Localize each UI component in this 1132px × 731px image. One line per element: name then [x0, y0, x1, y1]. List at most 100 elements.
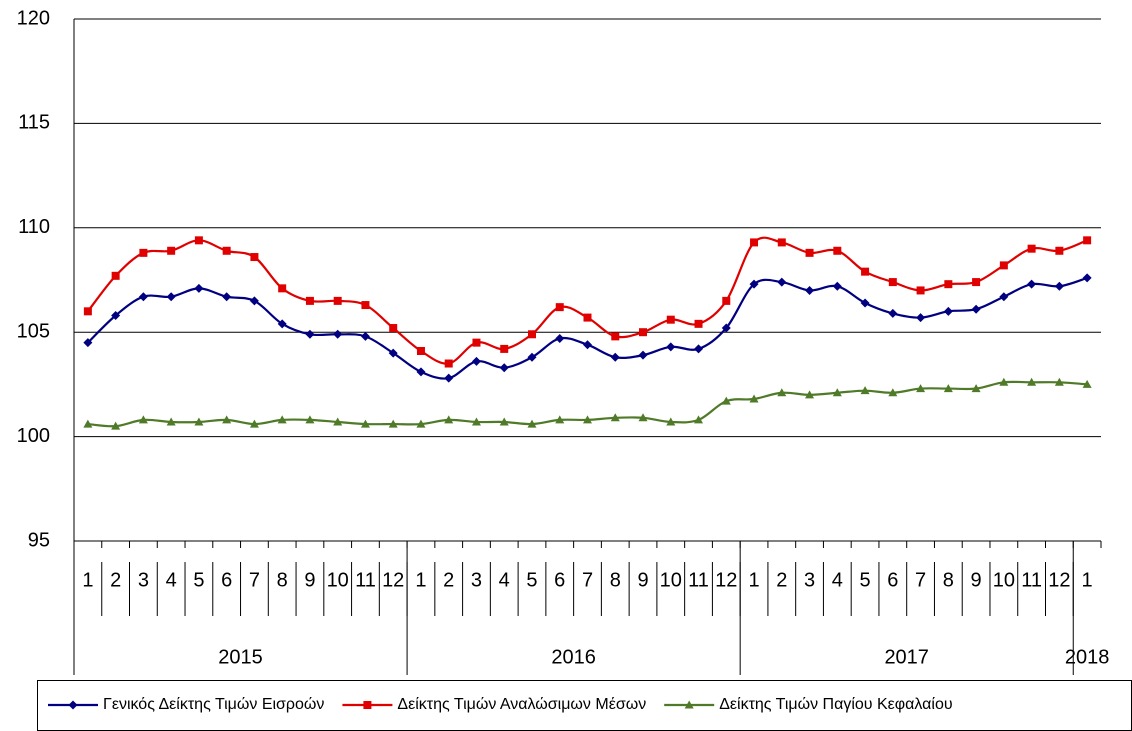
- marker: [166, 292, 176, 302]
- marker: [999, 261, 1008, 270]
- marker: [943, 384, 953, 393]
- marker: [249, 296, 259, 306]
- month-label: 11: [355, 569, 376, 591]
- marker: [611, 332, 620, 341]
- marker: [610, 352, 620, 362]
- month-label: 10: [660, 569, 682, 591]
- marker: [943, 306, 953, 316]
- month-label: 1: [82, 569, 93, 591]
- marker: [666, 342, 676, 352]
- month-label: 9: [971, 569, 982, 591]
- month-label: 4: [499, 569, 510, 591]
- marker: [666, 315, 675, 324]
- marker: [721, 396, 731, 405]
- marker: [111, 310, 121, 320]
- month-label: 12: [715, 569, 737, 591]
- marker: [333, 296, 342, 305]
- marker: [363, 701, 372, 709]
- month-label: 2: [443, 569, 454, 591]
- marker: [1082, 379, 1092, 388]
- marker: [360, 419, 370, 428]
- marker: [860, 386, 870, 395]
- marker: [277, 319, 287, 329]
- marker: [444, 359, 453, 368]
- marker: [83, 307, 92, 316]
- legend-label: Δείκτης Τιμών Παγίου Κεφαλαίου: [719, 696, 952, 713]
- month-label: 12: [382, 569, 404, 591]
- month-label: 6: [887, 569, 898, 591]
- legend-label: Γενικός Δείκτης Τιμών Εισροών: [103, 696, 324, 713]
- marker: [388, 348, 398, 358]
- marker: [194, 417, 204, 426]
- marker: [167, 246, 176, 255]
- marker: [888, 308, 898, 318]
- marker: [832, 281, 842, 291]
- marker: [360, 331, 370, 341]
- y-tick-label: 115: [18, 112, 50, 134]
- marker: [944, 280, 953, 289]
- marker: [527, 419, 537, 428]
- legend: Γενικός Δείκτης Τιμών Εισροών Δείκτης Τιμ…: [37, 680, 1132, 731]
- marker: [694, 415, 704, 424]
- marker: [389, 324, 398, 333]
- marker: [749, 279, 759, 289]
- marker: [416, 419, 426, 428]
- marker: [1027, 279, 1037, 289]
- marker: [222, 292, 232, 302]
- month-label: 2: [110, 569, 121, 591]
- marker: [1054, 281, 1064, 291]
- month-label: 8: [277, 569, 288, 591]
- marker: [305, 415, 315, 424]
- marker: [722, 296, 731, 305]
- marker: [971, 384, 981, 393]
- marker: [638, 413, 648, 422]
- y-tick-label: 120: [17, 7, 50, 29]
- marker: [583, 313, 592, 322]
- marker: [999, 292, 1009, 302]
- month-label: 10: [993, 569, 1015, 591]
- month-label: 7: [249, 569, 260, 591]
- y-tick-label: 95: [28, 529, 50, 551]
- marker: [610, 413, 620, 422]
- marker: [916, 313, 926, 323]
- marker: [138, 292, 148, 302]
- year-label: 2018: [1065, 646, 1110, 668]
- month-label: 9: [304, 569, 315, 591]
- month-label: 5: [860, 569, 871, 591]
- marker: [444, 415, 454, 424]
- marker: [916, 286, 925, 295]
- marker: [416, 346, 425, 355]
- marker: [666, 417, 676, 426]
- marker: [861, 267, 870, 276]
- marker: [388, 419, 398, 428]
- month-label: 11: [688, 569, 709, 591]
- legend-label: Δείκτης Τιμών Αναλώσιμων Μέσων: [397, 696, 646, 713]
- marker: [499, 417, 509, 426]
- marker: [750, 238, 759, 247]
- marker: [1027, 244, 1036, 253]
- marker: [805, 285, 815, 295]
- marker: [860, 298, 870, 308]
- marker: [500, 344, 509, 353]
- marker: [249, 419, 259, 428]
- month-label: 7: [582, 569, 593, 591]
- marker: [805, 390, 815, 399]
- marker: [749, 394, 759, 403]
- marker: [305, 329, 315, 339]
- marker: [583, 340, 592, 350]
- marker: [777, 277, 787, 287]
- marker: [777, 238, 786, 247]
- marker: [471, 356, 481, 366]
- y-tick-label: 100: [17, 425, 50, 447]
- marker: [333, 417, 343, 426]
- marker: [111, 271, 120, 280]
- marker: [527, 330, 536, 339]
- marker: [499, 363, 509, 373]
- month-label: 4: [166, 569, 177, 591]
- marker: [138, 415, 148, 424]
- marker: [555, 415, 565, 424]
- marker: [999, 377, 1009, 386]
- marker: [833, 246, 842, 255]
- marker: [1082, 273, 1092, 283]
